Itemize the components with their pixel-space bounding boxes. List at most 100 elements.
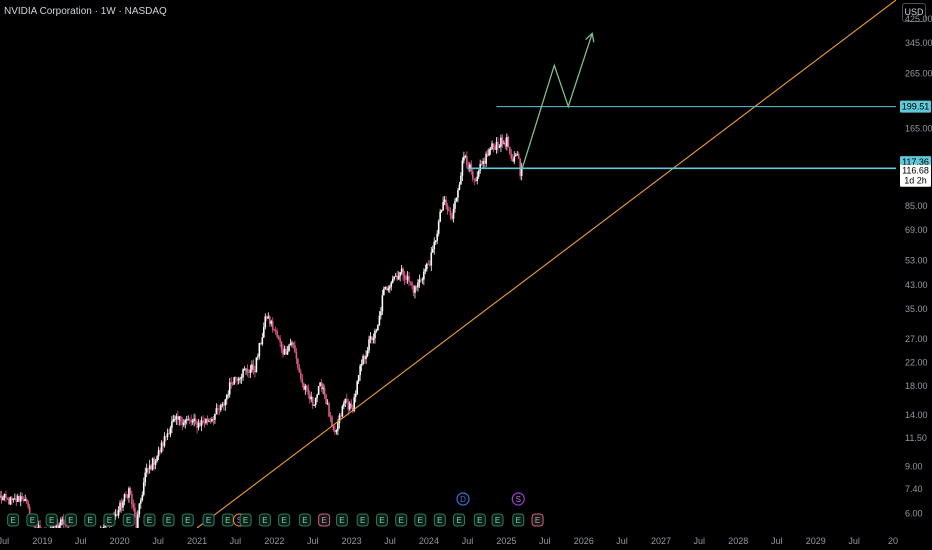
candle-body [90,548,92,549]
candle-body [421,279,424,281]
event-badge-label: E [185,516,190,525]
candle-body [334,429,336,433]
candle-body [139,500,142,504]
candle-body [463,156,465,161]
candle-body [520,168,523,177]
candle-body [156,456,158,461]
earnings-badge[interactable]: E [181,513,194,527]
earnings-badge[interactable]: E [84,513,97,527]
earnings-badge-box [491,513,504,527]
dividend-badge-circle [456,492,470,506]
x-tick-label: Jul [307,536,319,546]
candle-body [397,276,400,280]
earnings-badge[interactable]: E [356,513,369,527]
candle-body [270,321,273,324]
candle-body [314,398,317,405]
candle-body [519,158,521,177]
earnings-badge[interactable]: E [26,513,39,527]
earnings-badge[interactable]: E [278,513,291,527]
earnings-badge[interactable]: E [395,513,408,527]
candle-body [383,288,385,296]
candle-body [62,519,65,524]
candle-body [513,156,516,162]
earnings-badge[interactable]: E [531,513,544,527]
candle-body [323,387,326,395]
currency-button[interactable]: USD [902,3,926,22]
candle-body [267,316,270,319]
candle-body [177,416,179,420]
x-tick-label: 2024 [419,536,439,546]
earnings-badge[interactable]: E [491,513,504,527]
y-tick-label: 43.00 [905,280,928,290]
y-tick-label: 425.00 [905,14,932,24]
earnings-badge[interactable]: E [202,513,215,527]
earnings-badge[interactable]: E [433,513,446,527]
candle-body [188,419,191,421]
candle-body [258,343,261,357]
earnings-badge[interactable]: E [162,513,175,527]
earnings-badge[interactable]: E [414,513,427,527]
earnings-badge[interactable]: E [473,513,486,527]
earnings-badge[interactable]: E [45,513,58,527]
candle-body [380,311,382,316]
earnings-badge[interactable]: E [7,513,20,527]
dividend-badge[interactable]: D [456,492,470,506]
candle-body [279,338,281,342]
earnings-badge[interactable]: E [239,513,252,527]
earnings-badge-box [84,513,97,527]
earnings-badge[interactable]: E [122,513,135,527]
candle-body [311,396,314,406]
earnings-badge[interactable]: E [221,513,234,527]
event-badge-label: E [321,516,326,525]
candle-body [386,286,388,291]
y-tick-label: 6.00 [905,509,923,519]
y-tick-label: 7.40 [905,484,923,494]
candle-body [99,527,102,528]
event-badge-label: E [49,516,54,525]
candle-body [93,541,95,546]
earnings-badge[interactable]: E [64,513,77,527]
candle-body [263,327,265,338]
candle-body [96,539,98,541]
earnings-badge[interactable]: E [258,513,271,527]
candle-body [390,282,393,287]
y-tick-label: 18.00 [905,381,928,391]
earnings-badge[interactable]: E [375,513,388,527]
candle-body [134,507,136,517]
candle-body [446,205,449,211]
earnings-badge[interactable]: E [318,513,331,527]
candle-body [424,269,427,272]
earnings-badge[interactable]: E [453,513,466,527]
event-badge-label: E [107,516,112,525]
candle-body [354,394,357,398]
candle-body [0,495,3,500]
event-badge-label: E [360,516,365,525]
earnings-badge[interactable]: E [335,513,348,527]
candle-body [51,529,53,531]
candle-body [184,420,187,423]
earnings-badge-box [473,513,486,527]
candle-body [509,147,511,154]
earnings-badge[interactable]: E [143,513,156,527]
candle-body [374,331,376,339]
candle-body [168,433,170,435]
x-tick-label: 2029 [806,536,826,546]
earnings-badge[interactable]: E [103,513,116,527]
split-badge[interactable]: S [511,492,525,506]
candle-body [408,276,410,282]
candle-body [445,199,447,206]
candle-body [154,460,157,465]
earnings-badge[interactable]: E [512,513,525,527]
candle-body [165,436,167,438]
candle-body [310,396,313,400]
candle-body [319,382,321,387]
candle-body [365,355,367,360]
candle-body [467,164,470,169]
candle-body [243,369,246,370]
earnings-badge[interactable]: E [298,513,311,527]
candle-body [187,419,190,421]
candle-body [344,398,347,404]
y-tick-label: 85.00 [905,201,928,211]
